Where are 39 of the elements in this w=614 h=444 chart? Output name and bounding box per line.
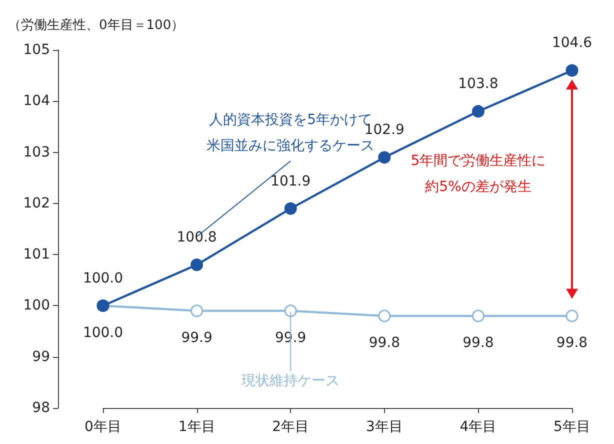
data-label: 100.8 bbox=[176, 230, 217, 246]
y-tick-label: 98 bbox=[32, 400, 50, 416]
data-label: 102.9 bbox=[364, 122, 404, 138]
data-label: 99.8 bbox=[368, 335, 400, 352]
point bbox=[284, 304, 297, 318]
point bbox=[190, 258, 204, 272]
y-tick-label: 103 bbox=[23, 144, 50, 160]
x-tick-label: 0年目 bbox=[84, 419, 122, 435]
point bbox=[566, 310, 578, 322]
point bbox=[378, 151, 391, 164]
data-label: 99.9 bbox=[275, 330, 306, 346]
data-label: 101.9 bbox=[270, 173, 311, 190]
y-axis-title: （労働生産性、0年目＝100） bbox=[8, 17, 184, 33]
point bbox=[284, 202, 297, 215]
x-tick-label: 4年目 bbox=[460, 419, 497, 435]
y-tick-label: 100 bbox=[23, 298, 50, 314]
x-tick-label: 2年目 bbox=[272, 419, 310, 435]
annotation: 5年間で労働生産性に約5%の差が発生 bbox=[410, 153, 546, 196]
data-label: 99.8 bbox=[462, 335, 494, 352]
x-tick-label: 3年目 bbox=[366, 419, 403, 435]
point bbox=[566, 64, 578, 77]
point bbox=[190, 304, 204, 318]
y-tick-label: 102 bbox=[23, 195, 50, 212]
point bbox=[472, 310, 484, 322]
data-label: 100.0 bbox=[82, 270, 124, 286]
point bbox=[472, 105, 484, 118]
point bbox=[378, 310, 391, 322]
y-tick-label: 99 bbox=[32, 348, 50, 365]
y-tick-label: 104 bbox=[23, 93, 50, 110]
x-tick-label: 5年目 bbox=[554, 419, 590, 435]
y-tick-label: 105 bbox=[23, 42, 50, 58]
y-tick-label: 101 bbox=[23, 246, 50, 263]
data-label: 99.8 bbox=[556, 335, 588, 352]
x-tick-label: 1年目 bbox=[178, 419, 216, 435]
data-label: 103.8 bbox=[458, 76, 498, 92]
data-label: 100.0 bbox=[82, 324, 124, 341]
data-label: 104.6 bbox=[552, 35, 592, 52]
text: 現状維持ケース bbox=[242, 372, 340, 389]
data-label: 99.9 bbox=[181, 330, 212, 346]
